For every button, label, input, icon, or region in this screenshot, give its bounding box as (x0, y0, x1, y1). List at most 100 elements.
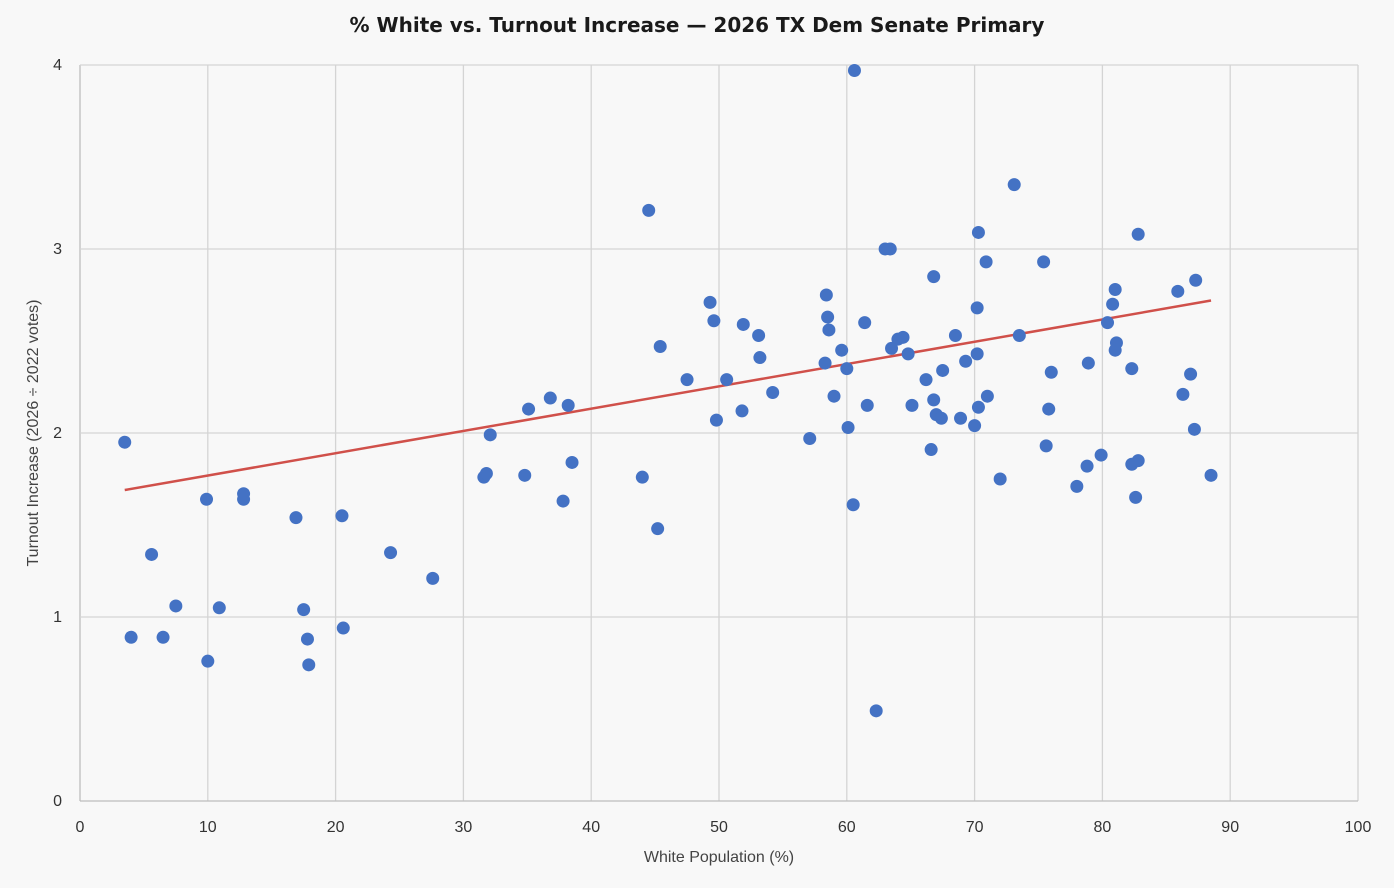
y-tick-label: 3 (53, 241, 62, 258)
data-point (896, 330, 910, 344)
data-point (1080, 459, 1094, 473)
x-tick-label: 90 (1221, 819, 1239, 836)
data-point (752, 328, 766, 342)
data-point (1044, 365, 1058, 379)
data-point (803, 432, 817, 446)
data-point (919, 373, 933, 387)
data-point (1094, 448, 1108, 462)
data-point (819, 288, 833, 302)
data-point (1101, 316, 1115, 330)
data-point (543, 391, 557, 405)
x-tick-label: 60 (838, 819, 856, 836)
data-point (651, 522, 665, 536)
data-point (766, 386, 780, 400)
x-tick-label: 0 (76, 819, 85, 836)
data-point (971, 225, 985, 239)
data-point (1106, 297, 1120, 311)
data-point (156, 630, 170, 644)
data-point (846, 498, 860, 512)
y-tick-label: 4 (53, 57, 62, 74)
x-tick-label: 70 (966, 819, 984, 836)
data-point (840, 362, 854, 376)
y-tick-label: 2 (53, 425, 62, 442)
tick-labels: 0 10 20 30 40 50 60 70 80 90 100 0 1 2 3 4 (53, 57, 1371, 836)
data-point (200, 492, 214, 506)
data-point (860, 398, 874, 412)
x-tick-label: 80 (1094, 819, 1112, 836)
data-point (1129, 490, 1143, 504)
data-point (302, 658, 316, 672)
data-point (212, 601, 226, 615)
y-axis-label: Turnout Increase (2026 ÷ 2022 votes) (25, 299, 42, 566)
data-point (384, 546, 398, 560)
data-point (642, 203, 656, 217)
data-point (1204, 468, 1218, 482)
data-point (948, 328, 962, 342)
data-point (970, 301, 984, 315)
data-point (968, 419, 982, 433)
data-point (1187, 422, 1201, 436)
data-point (1042, 402, 1056, 416)
data-point (720, 373, 734, 387)
data-point (1081, 356, 1095, 370)
data-point (1125, 362, 1139, 376)
data-point (522, 402, 536, 416)
y-tick-label: 1 (53, 609, 62, 626)
data-point (1070, 479, 1084, 493)
data-point (735, 404, 749, 418)
data-point (680, 373, 694, 387)
data-point (483, 428, 497, 442)
data-point (1184, 367, 1198, 381)
data-point (709, 413, 723, 427)
data-point (707, 314, 721, 328)
data-point (905, 398, 919, 412)
data-point (300, 632, 314, 646)
data-point (118, 435, 132, 449)
data-point (1131, 227, 1145, 241)
data-point (565, 455, 579, 469)
data-point (479, 466, 493, 480)
data-point (1176, 387, 1190, 401)
data-point (970, 347, 984, 361)
data-point (869, 704, 883, 718)
data-point (827, 389, 841, 403)
data-point (561, 398, 575, 412)
data-point (835, 343, 849, 357)
data-point (1171, 284, 1185, 298)
data-point (703, 295, 717, 309)
data-point (1039, 439, 1053, 453)
data-point (145, 547, 159, 561)
data-point (924, 443, 938, 457)
data-point (901, 347, 915, 361)
data-point (426, 571, 440, 585)
data-point (980, 389, 994, 403)
data-point (124, 630, 138, 644)
data-point (993, 472, 1007, 486)
data-point (883, 242, 897, 256)
x-tick-label: 50 (710, 819, 728, 836)
chart-title: % White vs. Turnout Increase — 2026 TX D… (350, 13, 1045, 37)
data-point (336, 621, 350, 635)
trendline (124, 299, 1212, 492)
data-point (653, 340, 667, 354)
data-point (821, 310, 835, 324)
data-point (927, 393, 941, 407)
x-tick-label: 30 (455, 819, 473, 836)
data-point (518, 468, 532, 482)
y-tick-label: 0 (53, 793, 62, 810)
data-point (335, 509, 349, 523)
data-point (1109, 336, 1123, 350)
data-point (753, 351, 767, 365)
data-point (971, 400, 985, 414)
grid-layer (79, 64, 1359, 802)
x-axis-label: White Population (%) (644, 849, 794, 866)
data-point (934, 411, 948, 425)
data-point (841, 420, 855, 434)
data-point (635, 470, 649, 484)
data-point (237, 492, 251, 506)
data-point (556, 494, 570, 508)
data-point (1131, 454, 1145, 468)
data-point (936, 363, 950, 377)
data-point (927, 270, 941, 284)
